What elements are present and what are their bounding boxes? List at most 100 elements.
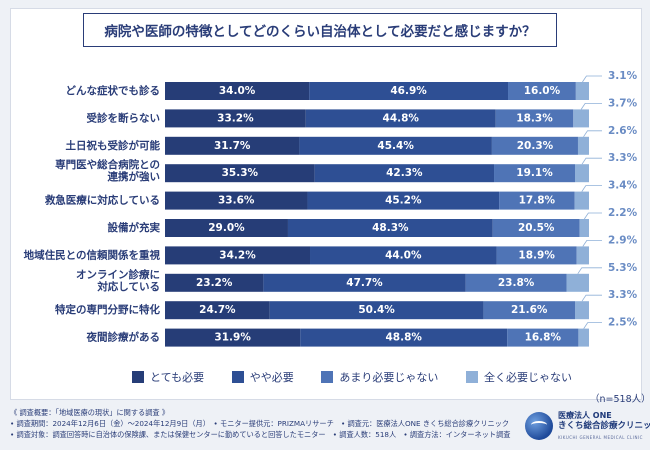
legend-label: あまり必要じゃない	[339, 371, 439, 384]
bar-segment	[575, 82, 589, 100]
category-label: 設備が充実	[108, 221, 161, 234]
bar-segment	[566, 273, 589, 292]
bar-value-label: 18.3%	[516, 112, 553, 124]
bar-value-label: 48.3%	[372, 222, 409, 234]
bar-value-label: 34.2%	[219, 249, 256, 261]
bar-value-label-outside: 2.9%	[608, 234, 638, 246]
leader-line	[577, 267, 602, 275]
leader-line	[584, 212, 602, 220]
bar-value-label: 34.0%	[219, 85, 256, 97]
clinic-logo: 医療法人 ONE きくち総合診療クリニック KIKUCHI GENERAL ME…	[525, 408, 650, 444]
bar-segment	[579, 219, 589, 237]
bar-segment	[165, 273, 264, 292]
bar-segment	[575, 164, 589, 183]
clinic-logo-english: KIKUCHI GENERAL MEDICAL CLINIC	[558, 434, 643, 440]
bar-segment	[263, 273, 466, 292]
bar-segment	[314, 164, 495, 183]
clinic-logo-icon	[525, 412, 553, 440]
bar-value-label-outside: 3.3%	[608, 152, 638, 164]
bar-value-label: 19.1%	[516, 167, 553, 179]
bar-value-label: 46.9%	[390, 85, 427, 97]
bar-value-label: 42.3%	[386, 167, 423, 179]
legend-swatch	[132, 371, 144, 383]
legend-swatch	[321, 371, 334, 383]
bar-segment	[483, 301, 576, 320]
bar-segment	[165, 246, 311, 265]
footer-line-3: • 調査対象：調査回答時に自治体の保険課、または保健センターに勤めていると回答し…	[10, 430, 511, 439]
bar-value-label: 44.0%	[385, 249, 422, 261]
bar-value-label-outside: 2.6%	[608, 125, 638, 137]
bar-value-label: 33.2%	[217, 112, 254, 124]
bar-segment	[465, 273, 567, 292]
bar-value-label: 24.7%	[199, 304, 236, 316]
bar-value-label-outside: 3.3%	[608, 289, 638, 301]
category-label: 地域住民との信頼関係を重視	[24, 248, 161, 261]
legend-swatch	[231, 371, 244, 383]
bar-value-label: 18.9%	[518, 249, 555, 261]
bar-value-label: 17.8%	[519, 195, 556, 207]
bar-segment	[507, 328, 579, 347]
bar-segment	[495, 109, 574, 128]
survey-footer: 《 調査概要：「地域医療の現状」に関する調査 》 • 調査期間：2024年12月…	[10, 407, 515, 440]
bar-segment	[165, 136, 300, 155]
category-label: 夜間診療がある	[86, 331, 161, 344]
bar-segment	[574, 191, 589, 210]
bar-segment	[309, 82, 509, 100]
chart-title-text: 病院や医師の特徴としてどのくらい自治体として必要だと感じますか？	[104, 24, 536, 40]
bar-segment	[165, 191, 308, 210]
bar-value-label: 16.8%	[525, 332, 562, 344]
bar-value-label: 20.3%	[517, 140, 554, 152]
bar-value-label: 45.4%	[377, 140, 414, 152]
bar-value-label: 50.4%	[358, 304, 395, 316]
bar-segment	[300, 328, 508, 347]
bar-segment	[499, 191, 575, 210]
leader-line	[581, 294, 602, 302]
bar-value-label: 47.7%	[346, 277, 383, 289]
category-label: オンライン診療に対応している	[76, 268, 160, 293]
bar-segment	[508, 82, 576, 100]
bar-value-label-outside: 3.4%	[608, 180, 638, 192]
category-label: どんな症状でも診る	[66, 84, 161, 97]
leader-line	[582, 75, 602, 83]
footer-line-1: 《 調査概要：「地域医療の現状」に関する調査 》	[10, 408, 170, 417]
bar-value-label: 20.5%	[518, 222, 555, 234]
clinic-logo-name: きくち総合診療クリニック	[558, 420, 650, 431]
bar-value-label: 31.9%	[214, 332, 251, 344]
bar-value-label-outside: 3.7%	[608, 97, 638, 109]
bar-segment	[310, 246, 497, 265]
bar-value-label-outside: 2.2%	[608, 207, 638, 219]
bar-value-label: 31.7%	[214, 140, 251, 152]
legend-item: やや必要	[231, 369, 294, 385]
bar-segment	[165, 109, 306, 128]
chart-title: 病院や医師の特徴としてどのくらい自治体として必要だと感じますか？	[83, 13, 557, 47]
bar-value-label-outside: 3.1%	[608, 70, 638, 82]
legend-swatch	[466, 371, 478, 383]
bar-value-label: 48.8%	[385, 332, 422, 344]
bar-value-label: 29.0%	[208, 222, 245, 234]
bar-segment	[165, 219, 288, 237]
bar-value-label: 45.2%	[385, 195, 422, 207]
bar-value-label: 44.8%	[383, 112, 420, 124]
bar-segment	[492, 219, 580, 237]
footer-line-2: • 調査期間：2024年12月6日（金）〜2024年12月9日（月） • モニタ…	[10, 419, 510, 428]
category-label: 土日祝も受診が可能	[66, 139, 161, 152]
bar-segment	[576, 246, 589, 265]
leader-line	[583, 322, 602, 329]
clinic-logo-text: 医療法人 ONE きくち総合診療クリニック KIKUCHI GENERAL ME…	[558, 410, 650, 443]
category-label: 救急医療に対応している	[45, 194, 160, 207]
category-label: 専門医や総合病院との連携が強い	[55, 158, 160, 183]
bar-segment	[494, 164, 576, 183]
legend-label: 全く必要じゃない	[484, 371, 572, 384]
chart-legend: とても必要 やや必要 あまり必要じゃない 全く必要じゃない	[132, 368, 572, 386]
legend-item: 全く必要じゃない	[466, 369, 572, 385]
category-label: 特定の専門分野に特化	[55, 303, 160, 316]
leader-line	[583, 130, 602, 138]
legend-item: とても必要	[132, 369, 204, 385]
bar-segment	[165, 82, 310, 100]
bar-value-label-outside: 2.5%	[608, 317, 638, 329]
bar-value-label-outside: 5.3%	[608, 262, 638, 274]
bar-segment	[573, 109, 589, 128]
bar-segment	[578, 328, 589, 347]
bar-segment	[305, 109, 496, 128]
